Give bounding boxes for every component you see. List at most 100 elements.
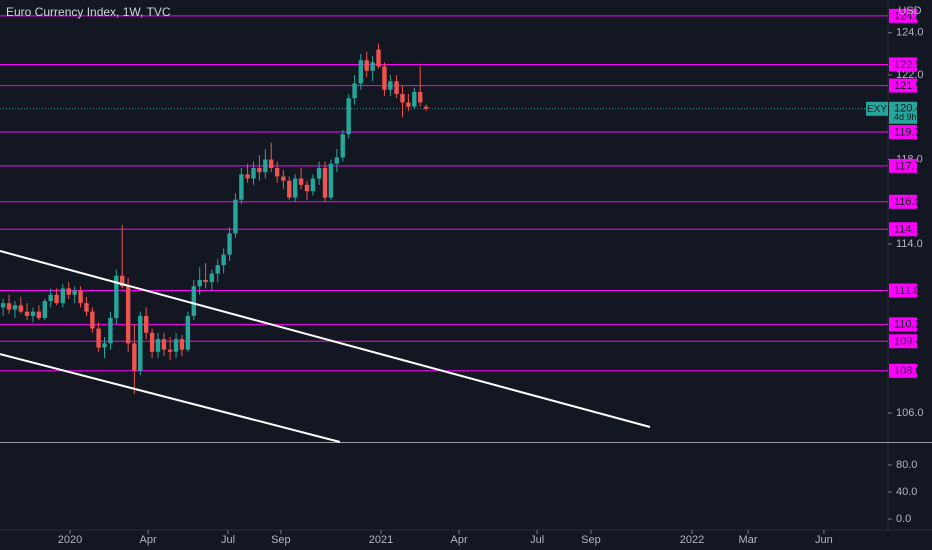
candle-body [48,294,53,302]
level-label: 121.5 [894,80,922,92]
candle-body [132,343,137,371]
level-label-bg [889,334,917,349]
candle-body [322,167,328,198]
candle-body [292,178,298,198]
level-label-bg [889,8,917,23]
candle-body [84,303,89,312]
level-label-bg [889,222,917,237]
candle-body [209,273,215,283]
candle-body [173,339,179,352]
candle-body [155,339,161,352]
level-label-bg [889,283,917,298]
x-tick-label: Jul [221,534,235,546]
candle-body [78,290,83,304]
candle-body [370,62,375,71]
candle-body [287,180,292,198]
candle-body [54,294,59,304]
candle-body [358,60,363,84]
level-label: 109.4 [894,336,922,348]
x-tick-label: Sep [581,534,601,546]
candle-body [251,167,256,179]
candle-body [102,343,107,348]
axis-layer: 106.0114.0118.0122.0124.00.040.080.02020… [58,8,924,546]
candle-body [114,275,119,318]
candle-body [125,286,131,344]
level-label-bg [889,78,917,93]
candle-body [6,303,12,310]
level-label: 122.5 [894,59,922,71]
x-tick-label: 2021 [369,534,393,546]
candle-body [96,328,101,348]
candle-body [382,66,387,90]
candle-body [60,288,66,304]
candle-body [203,279,208,283]
trendline [0,250,651,428]
candle-body [334,157,340,164]
x-tick-label: 2022 [680,534,704,546]
level-label: 114.7 [894,224,921,236]
candle-body [269,159,274,168]
candle-body [12,305,18,310]
candle-body [298,178,304,185]
candle-body [394,81,399,95]
x-tick-label: Apr [451,534,468,546]
candle-body [364,60,369,71]
trendline [0,353,341,443]
candle-body [143,315,149,333]
candle-body [346,98,351,135]
candle-body [185,315,191,350]
candle-body [400,94,405,103]
candle-body [42,301,47,318]
candle-body [418,91,423,103]
level-label-bg [889,57,917,72]
candle-body [191,286,196,316]
y-tick-label: 114.0 [896,238,923,250]
candle-body [30,311,36,316]
y2-tick-label: 40.0 [896,486,917,498]
candle-body [221,254,226,266]
candle-body [257,167,262,173]
last-price-bg [889,101,917,124]
level-label: 108.0 [894,365,922,377]
candle-body [120,275,125,287]
candle-body [310,178,316,192]
level-label-bg [889,363,917,378]
candle-body [281,176,286,181]
x-tick-label: Sep [271,534,291,546]
candle-body [179,339,185,350]
x-tick-label: 2020 [58,534,82,546]
candle-body [66,288,71,295]
candle-body [24,311,30,316]
candle-body [406,102,411,107]
candle-body [18,305,24,312]
y2-tick-label: 0.0 [896,513,911,525]
x-tick-label: Jun [815,534,833,546]
level-label: 124.8 [894,10,922,22]
chart-title: Euro Currency Index, 1W, TVC [6,5,171,19]
candle-body [90,311,95,329]
candle-body [149,332,155,352]
candle-body [197,279,202,287]
candle-body [328,163,334,198]
level-label-bg [889,158,917,173]
candle-body [161,339,167,350]
countdown-label: 4d 9h [894,112,917,122]
candle-body [36,311,42,318]
level-label-bg [889,194,917,209]
symbol-tag: EXY [867,104,887,115]
last-price-label: 120.4 [894,103,922,115]
candle-body [245,174,250,179]
candle-body [227,233,232,255]
y-tick-label: 124.0 [896,27,924,39]
level-label: 110.2 [894,319,921,331]
candle-body [388,81,393,90]
currency-label: USD [898,5,921,17]
x-tick-label: Mar [739,534,758,546]
level-label-bg [889,125,917,140]
candle-body [215,265,220,274]
level-label: 119.3 [894,126,921,138]
candle-body [316,167,322,179]
candle-body [239,174,244,200]
candle-body [340,134,345,158]
